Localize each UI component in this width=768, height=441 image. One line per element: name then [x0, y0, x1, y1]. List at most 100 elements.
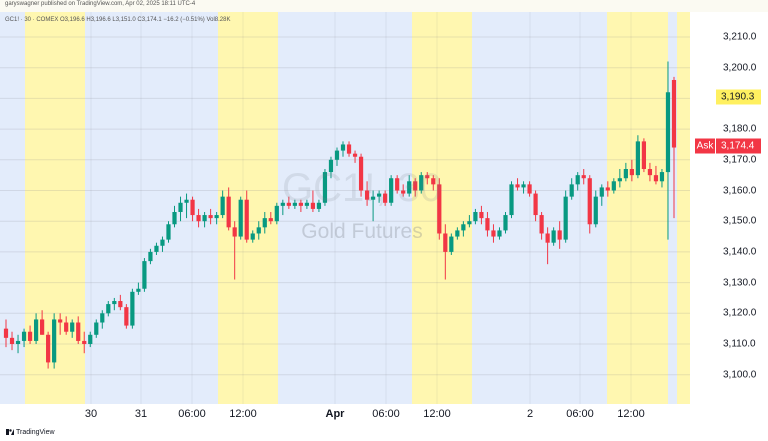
candle-body: [274, 205, 279, 222]
candle-body: [250, 233, 255, 240]
candle-body: [641, 141, 647, 170]
candle: [148, 248, 153, 265]
candle: [419, 172, 424, 194]
candle: [340, 141, 346, 157]
candle-body: [88, 334, 93, 344]
price-axis[interactable]: Ask 3,190.3 3,174.4 3,100.0 3,110.0 3,120.…: [690, 12, 768, 404]
candle-body: [509, 184, 514, 216]
candle: [527, 181, 532, 197]
candle: [557, 221, 562, 249]
candle-body: [431, 178, 436, 185]
publish-info: garyswagner published on TradingView.com…: [5, 1, 196, 7]
candle: [3, 319, 9, 348]
candle: [46, 331, 51, 369]
time-axis[interactable]: 30 31 06:00 12:00 Apr 06:00 12:00 2 06:00 12:00: [0, 404, 690, 424]
session-band: [85, 12, 218, 404]
candle: [389, 175, 394, 206]
candle: [40, 310, 45, 335]
time-tick-label: 31: [134, 408, 148, 420]
candle-body: [461, 224, 466, 231]
candle-body: [268, 218, 273, 222]
candle-body: [220, 196, 225, 216]
candle: [286, 196, 291, 209]
candle: [569, 178, 574, 200]
candle: [581, 169, 586, 185]
candle: [82, 331, 87, 354]
candle-body: [196, 215, 201, 222]
candle: [497, 227, 502, 240]
candle-body: [27, 331, 33, 341]
candle: [358, 153, 364, 197]
candle-body: [503, 215, 508, 231]
price-tick-label: 3,120.0: [723, 307, 757, 319]
candle-body: [33, 319, 39, 341]
candle: [196, 208, 201, 228]
candle: [208, 208, 213, 225]
candle: [184, 193, 189, 219]
candle-body: [407, 181, 412, 194]
candle: [244, 190, 249, 243]
candle: [142, 258, 147, 292]
candle: [503, 211, 508, 234]
candle: [346, 141, 352, 157]
candle: [377, 190, 382, 203]
candle-body: [124, 307, 129, 326]
candle-body: [94, 322, 99, 335]
candle: [449, 233, 454, 255]
candle-body: [3, 328, 9, 338]
candle: [27, 325, 33, 344]
candle: [250, 230, 255, 243]
candle: [515, 178, 520, 191]
candle-body: [383, 193, 388, 203]
candle: [166, 221, 171, 243]
candle: [202, 211, 207, 228]
candle: [292, 199, 297, 209]
candle-body: [202, 215, 207, 222]
symbol-legend: GC1! · 30 · COMEX O3,196.6 H3,196.6 L3,1…: [5, 17, 230, 23]
candle: [539, 211, 544, 240]
footer: TradingView: [0, 424, 768, 441]
candle: [112, 297, 117, 311]
time-tick-label: 2: [526, 408, 534, 420]
chart-pane[interactable]: GC1! · 30 · COMEX O3,196.6 H3,196.6 L3,1…: [0, 0, 690, 404]
candle-body: [575, 175, 580, 185]
candle: [461, 221, 466, 237]
candle-body: [280, 202, 285, 206]
session-band: [278, 12, 412, 404]
candle: [623, 162, 628, 182]
candle-body: [491, 230, 496, 237]
candle-body: [497, 230, 502, 237]
candle: [431, 175, 436, 191]
candle: [298, 199, 303, 212]
price-tick-label: 3,170.0: [723, 154, 757, 166]
candle: [214, 211, 219, 225]
session-band: [668, 12, 677, 404]
candle: [280, 199, 285, 216]
candle-body: [593, 196, 598, 225]
candle: [33, 313, 39, 344]
price-tick-label: 3,100.0: [723, 369, 757, 381]
candle-body: [521, 184, 526, 188]
candle-body: [52, 319, 57, 363]
candle-body: [443, 233, 448, 252]
candle-body: [569, 184, 574, 197]
candle-body: [208, 215, 213, 219]
candle-body: [166, 224, 171, 240]
candle-body: [659, 172, 665, 182]
candle-body: [599, 187, 604, 197]
candle: [136, 282, 141, 295]
candle: [629, 159, 634, 182]
candle: [364, 181, 370, 206]
candle-body: [352, 153, 358, 157]
candle-body: [160, 239, 165, 246]
candle: [160, 236, 165, 252]
candle: [154, 242, 159, 255]
candle-body: [82, 340, 87, 344]
candle: [52, 313, 57, 369]
price-tick-label: 3,210.0: [723, 31, 757, 43]
candle-body: [112, 301, 117, 305]
candle: [395, 175, 400, 194]
candle-body: [647, 169, 653, 176]
candle-body: [358, 156, 364, 191]
